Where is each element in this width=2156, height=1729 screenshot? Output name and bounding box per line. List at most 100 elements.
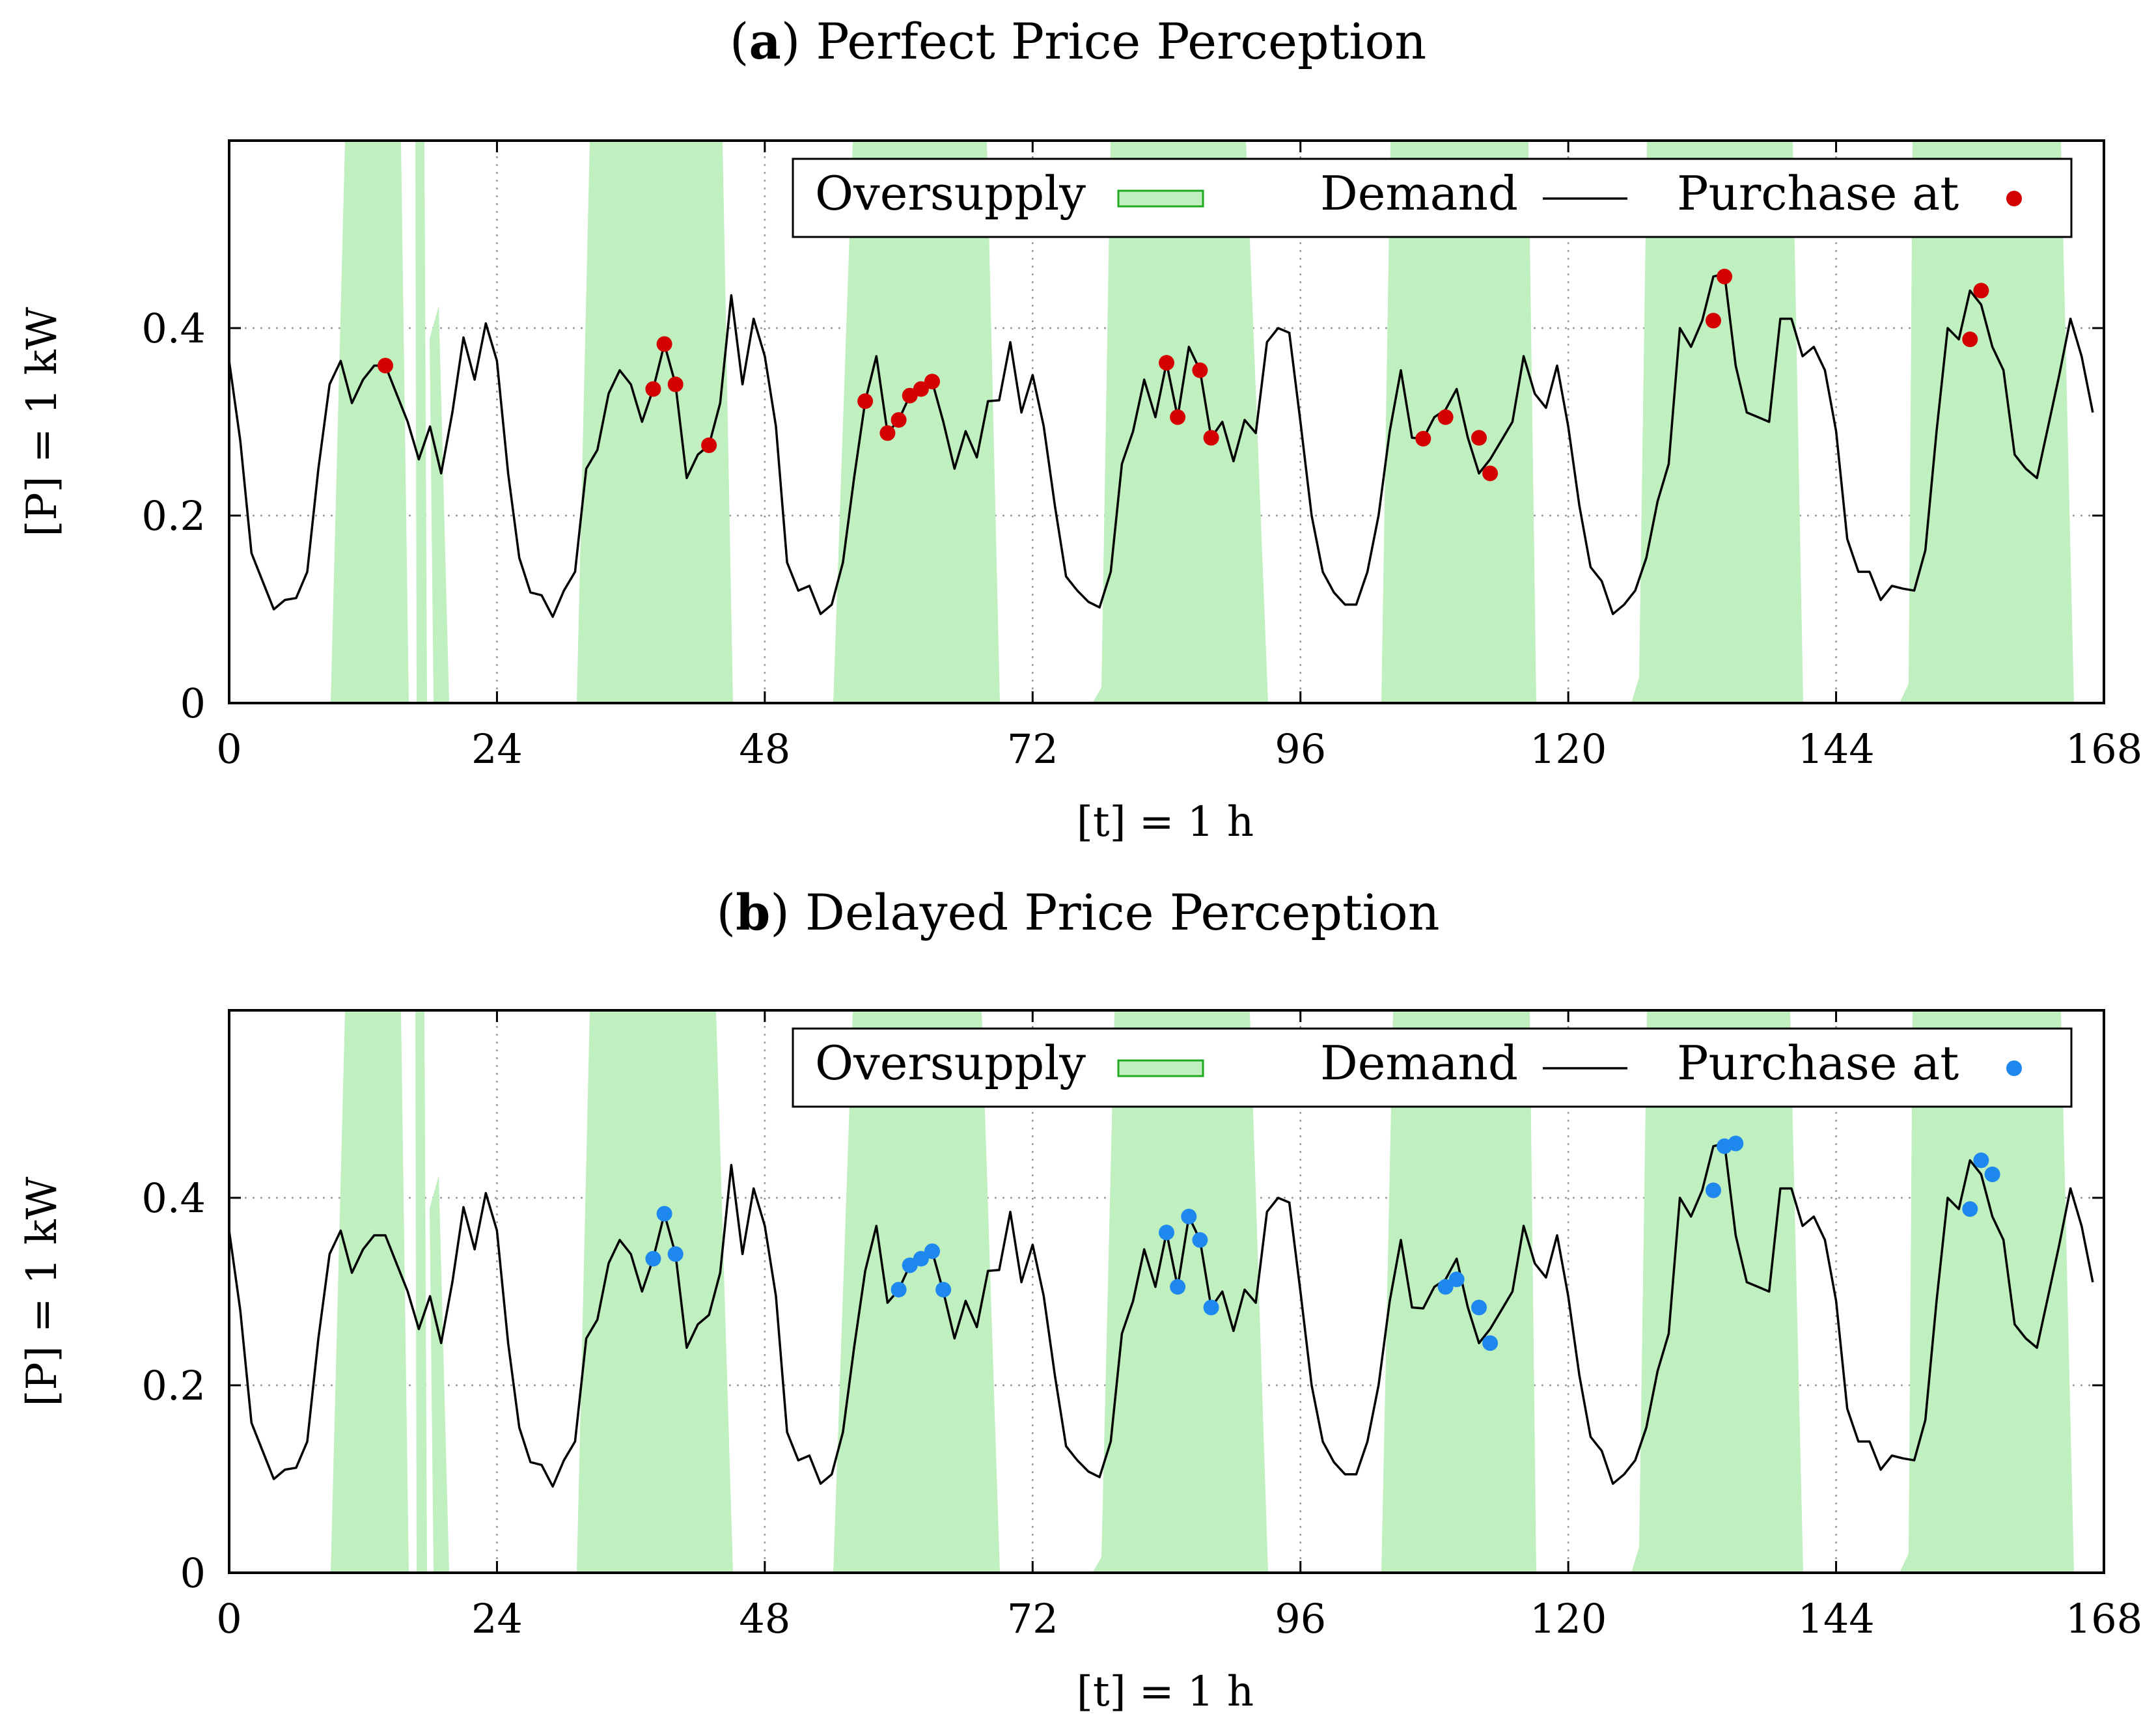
purchase-point: [1203, 430, 1219, 446]
purchase-point: [1159, 355, 1174, 371]
panel-a-purchase-points: [378, 268, 1989, 482]
purchase-point: [891, 1282, 907, 1298]
purchase-point: [1471, 1299, 1487, 1316]
purchase-point: [924, 374, 940, 390]
panel-b-purchase-points: [645, 1135, 2000, 1351]
legend-purchase-label: Purchase at: [1677, 1036, 1959, 1090]
purchase-point: [1962, 331, 1978, 348]
x-tick-label: 48: [739, 725, 790, 773]
x-tick-label: 144: [1797, 1595, 1874, 1642]
purchase-point: [1984, 1167, 2000, 1182]
legend-box: [792, 158, 2073, 238]
panel-a-ticks: 0 24 48 72 96 120 144 168 0 0.2 0.4: [141, 141, 2142, 773]
purchase-point: [1203, 1299, 1219, 1316]
panel-b-title-text: Delayed Price Perception: [805, 883, 1440, 941]
panel-b-x-label: [t] = 1 h: [1077, 1668, 1254, 1716]
legend-purchase-label: Purchase at: [1677, 166, 1959, 221]
legend-oversupply-swatch: [1117, 1059, 1204, 1077]
panel-b-title: (b) Delayed Price Perception: [716, 883, 1439, 941]
purchase-point: [935, 1282, 952, 1298]
x-tick-label: 72: [1007, 1595, 1058, 1642]
purchase-point: [1448, 1271, 1465, 1288]
panel-a-demand-line: [229, 272, 2094, 618]
purchase-point: [1482, 465, 1499, 482]
x-tick-label: 48: [739, 1595, 790, 1642]
purchase-point: [913, 1251, 929, 1267]
y-tick-label: 0.2: [141, 1362, 206, 1409]
panel-a-legend: Oversupply Demand Purchase at: [792, 158, 2073, 238]
y-tick-label: 0.4: [141, 1174, 206, 1222]
legend-demand-label: Demand: [1320, 1036, 1518, 1090]
purchase-point: [1471, 430, 1487, 446]
panel-a-title: (a) Perfect Price Perception: [730, 12, 1426, 70]
purchase-point: [1415, 430, 1431, 447]
legend-demand-label: Demand: [1320, 166, 1518, 221]
panel-b-title-label: b: [736, 883, 770, 941]
legend-box: [792, 1027, 2073, 1108]
purchase-point: [1706, 1182, 1721, 1198]
x-tick-label: 120: [1530, 1595, 1607, 1642]
legend-oversupply-label: Oversupply: [815, 1036, 1086, 1090]
panel-a-title-label: a: [749, 12, 781, 70]
purchase-point: [913, 381, 929, 397]
purchase-point: [1728, 1135, 1744, 1152]
panel-a-x-label: [t] = 1 h: [1077, 798, 1254, 846]
purchase-point: [656, 1206, 672, 1222]
x-tick-label: 24: [471, 725, 523, 773]
legend-purchase-dot: [2006, 191, 2022, 206]
x-tick-label: 144: [1797, 725, 1874, 773]
x-tick-label: 96: [1275, 725, 1326, 773]
purchase-point: [1717, 268, 1733, 284]
purchase-point: [924, 1243, 940, 1260]
panel-a-oversupply-bands: [331, 141, 2074, 703]
purchase-point: [656, 336, 672, 352]
purchase-point: [1192, 362, 1208, 378]
x-tick-label: 0: [216, 1595, 242, 1642]
y-tick-label: 0.4: [141, 305, 206, 352]
oversupply-band: [331, 141, 2074, 703]
purchase-point: [1437, 1279, 1454, 1295]
x-tick-label: 168: [2066, 1595, 2142, 1642]
y-tick-label: 0: [180, 1549, 206, 1597]
panel-a-frame: [228, 139, 2105, 704]
y-tick-label: 0.2: [141, 492, 206, 540]
panel-a-title-text: Perfect Price Perception: [816, 12, 1427, 70]
legend-oversupply-swatch: [1117, 189, 1204, 208]
panel-b-ticks: 0 24 48 72 96 120 144 168 0 0.2 0.4: [141, 1010, 2142, 1642]
legend-oversupply-label: Oversupply: [815, 166, 1086, 221]
panel-b-oversupply-bands: [331, 1010, 2074, 1573]
purchase-point: [1706, 312, 1721, 329]
purchase-point: [645, 1251, 661, 1267]
x-tick-label: 120: [1530, 725, 1607, 773]
purchase-point: [891, 412, 907, 428]
panel-b-frame: [228, 1009, 2105, 1574]
purchase-point: [378, 357, 393, 374]
x-tick-label: 168: [2066, 725, 2142, 773]
legend-purchase-dot: [2006, 1060, 2022, 1076]
purchase-point: [667, 1246, 684, 1262]
purchase-point: [1437, 409, 1454, 425]
panel-a: (a) Perfect Price Perception 0 24 48 72 96 12…: [18, 12, 2142, 846]
purchase-point: [1170, 1279, 1186, 1295]
purchase-point: [1170, 409, 1186, 425]
purchase-point: [645, 381, 661, 397]
purchase-point: [1482, 1335, 1499, 1351]
panel-b: (b) Delayed Price Perception 0 24 48 72 96 12…: [18, 883, 2142, 1716]
x-tick-label: 0: [216, 725, 242, 773]
purchase-point: [857, 393, 874, 409]
panel-b-y-label: [P] = 1 kW: [18, 1176, 66, 1406]
purchase-point: [1181, 1208, 1197, 1224]
y-tick-label: 0: [180, 680, 206, 727]
panel-b-demand-line: [229, 1142, 2094, 1488]
purchase-point: [1973, 283, 1989, 299]
purchase-point: [1192, 1232, 1208, 1248]
x-tick-label: 24: [471, 1595, 523, 1642]
panel-b-legend: Oversupply Demand Purchase at: [792, 1027, 2073, 1108]
purchase-point: [701, 437, 717, 453]
panel-a-y-label: [P] = 1 kW: [18, 307, 66, 536]
purchase-point: [667, 376, 684, 393]
x-tick-label: 96: [1275, 1595, 1326, 1642]
purchase-point: [1159, 1224, 1174, 1241]
purchase-point: [1973, 1152, 1989, 1169]
